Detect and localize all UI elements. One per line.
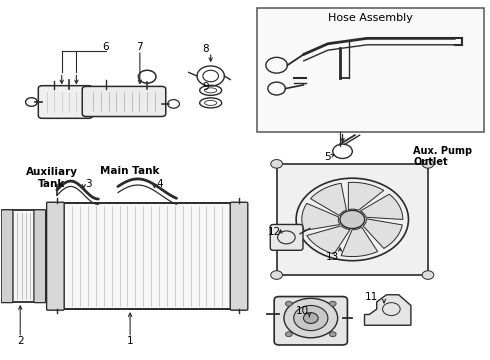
Text: 6: 6 bbox=[102, 42, 109, 52]
Text: 1: 1 bbox=[127, 336, 133, 346]
Polygon shape bbox=[363, 219, 402, 248]
Circle shape bbox=[422, 271, 434, 279]
Text: 5: 5 bbox=[324, 152, 331, 162]
Text: 2: 2 bbox=[17, 336, 24, 346]
Polygon shape bbox=[348, 183, 384, 210]
Text: Main Tank: Main Tank bbox=[100, 166, 160, 176]
Text: Auxiliary
Tank: Auxiliary Tank bbox=[26, 167, 78, 189]
Circle shape bbox=[285, 301, 292, 306]
Circle shape bbox=[284, 298, 338, 338]
Text: 10: 10 bbox=[295, 306, 309, 316]
Text: Aux. Pump
Outlet: Aux. Pump Outlet bbox=[414, 146, 472, 167]
Circle shape bbox=[340, 210, 365, 229]
Polygon shape bbox=[307, 226, 350, 254]
Polygon shape bbox=[341, 227, 378, 257]
FancyBboxPatch shape bbox=[34, 210, 46, 303]
Text: 9: 9 bbox=[202, 82, 209, 92]
Polygon shape bbox=[365, 295, 411, 325]
Circle shape bbox=[329, 332, 336, 337]
Text: 11: 11 bbox=[365, 292, 378, 302]
FancyBboxPatch shape bbox=[230, 202, 248, 310]
Circle shape bbox=[271, 271, 282, 279]
Circle shape bbox=[329, 301, 336, 306]
Circle shape bbox=[422, 159, 434, 168]
FancyBboxPatch shape bbox=[274, 297, 347, 345]
FancyBboxPatch shape bbox=[1, 210, 13, 303]
FancyBboxPatch shape bbox=[38, 86, 93, 118]
Bar bbox=[277, 164, 428, 275]
FancyBboxPatch shape bbox=[270, 225, 303, 250]
Bar bbox=[257, 8, 484, 132]
FancyBboxPatch shape bbox=[82, 86, 166, 117]
Circle shape bbox=[285, 332, 292, 337]
Text: 13: 13 bbox=[326, 252, 340, 262]
Bar bbox=[49, 203, 245, 309]
Text: 7: 7 bbox=[137, 42, 143, 52]
Circle shape bbox=[294, 306, 328, 330]
Polygon shape bbox=[311, 183, 346, 216]
Text: 3: 3 bbox=[85, 179, 92, 189]
Bar bbox=[3, 211, 44, 302]
Circle shape bbox=[271, 159, 282, 168]
Text: 12: 12 bbox=[268, 227, 281, 237]
Text: 4: 4 bbox=[156, 179, 163, 189]
FancyBboxPatch shape bbox=[47, 202, 64, 310]
Text: 8: 8 bbox=[202, 44, 209, 54]
Circle shape bbox=[303, 313, 318, 323]
Text: Hose Assembly: Hose Assembly bbox=[328, 13, 413, 23]
Polygon shape bbox=[302, 203, 340, 230]
Polygon shape bbox=[360, 194, 403, 220]
